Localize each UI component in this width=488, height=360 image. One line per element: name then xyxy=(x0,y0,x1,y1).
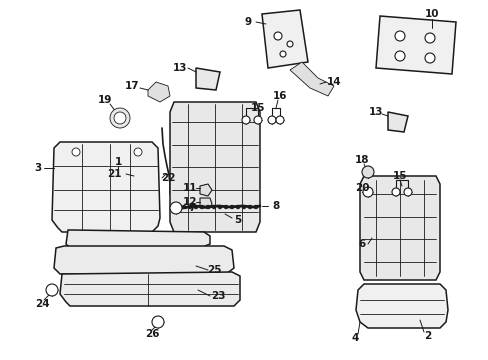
Text: 2: 2 xyxy=(424,331,431,341)
Circle shape xyxy=(170,202,182,214)
Polygon shape xyxy=(200,184,212,196)
Polygon shape xyxy=(60,272,240,306)
Text: 20: 20 xyxy=(354,183,368,193)
Circle shape xyxy=(114,112,126,124)
Circle shape xyxy=(187,205,192,209)
Circle shape xyxy=(361,166,373,178)
Polygon shape xyxy=(66,230,209,248)
Text: 19: 19 xyxy=(98,95,112,105)
Circle shape xyxy=(362,187,372,197)
Text: 12: 12 xyxy=(183,197,197,207)
Circle shape xyxy=(182,205,185,209)
Polygon shape xyxy=(148,82,170,102)
Circle shape xyxy=(280,51,285,57)
Polygon shape xyxy=(196,68,220,90)
Circle shape xyxy=(424,53,434,63)
Polygon shape xyxy=(200,198,212,208)
Text: 24: 24 xyxy=(35,299,49,309)
Circle shape xyxy=(253,116,262,124)
Text: 3: 3 xyxy=(34,163,41,173)
Circle shape xyxy=(403,188,411,196)
Circle shape xyxy=(229,205,234,209)
Text: 7: 7 xyxy=(188,203,195,213)
Polygon shape xyxy=(289,62,333,96)
Text: 9: 9 xyxy=(244,17,251,27)
Circle shape xyxy=(394,31,404,41)
Text: 26: 26 xyxy=(144,329,159,339)
Circle shape xyxy=(247,205,251,209)
Circle shape xyxy=(72,148,80,156)
Text: 18: 18 xyxy=(354,155,368,165)
Text: 1: 1 xyxy=(114,157,122,167)
Circle shape xyxy=(236,205,240,209)
Circle shape xyxy=(273,32,282,40)
Polygon shape xyxy=(355,284,447,328)
Circle shape xyxy=(46,284,58,296)
Text: 23: 23 xyxy=(210,291,225,301)
Circle shape xyxy=(242,116,249,124)
Polygon shape xyxy=(52,142,160,232)
Circle shape xyxy=(205,205,209,209)
Circle shape xyxy=(253,205,258,209)
Polygon shape xyxy=(170,102,260,232)
Text: 25: 25 xyxy=(206,265,221,275)
Circle shape xyxy=(286,41,292,47)
Circle shape xyxy=(391,188,399,196)
Text: 16: 16 xyxy=(272,91,286,101)
Circle shape xyxy=(242,205,245,209)
Circle shape xyxy=(218,205,222,209)
Text: 22: 22 xyxy=(161,173,175,183)
Circle shape xyxy=(152,316,163,328)
Text: 5: 5 xyxy=(234,215,241,225)
Text: 8: 8 xyxy=(272,201,279,211)
Text: 21: 21 xyxy=(106,169,121,179)
Circle shape xyxy=(134,148,142,156)
Text: 13: 13 xyxy=(368,107,383,117)
Circle shape xyxy=(212,205,216,209)
Text: 11: 11 xyxy=(183,183,197,193)
Circle shape xyxy=(224,205,227,209)
Text: 6: 6 xyxy=(358,239,365,249)
Circle shape xyxy=(194,205,198,209)
Text: 10: 10 xyxy=(424,9,438,19)
Text: 4: 4 xyxy=(350,333,358,343)
Circle shape xyxy=(200,205,203,209)
Text: 13: 13 xyxy=(172,63,187,73)
Circle shape xyxy=(110,108,130,128)
Text: 15: 15 xyxy=(250,103,264,113)
Circle shape xyxy=(267,116,275,124)
Circle shape xyxy=(424,33,434,43)
Circle shape xyxy=(394,51,404,61)
Circle shape xyxy=(275,116,284,124)
Text: 17: 17 xyxy=(124,81,139,91)
Text: 14: 14 xyxy=(326,77,341,87)
Polygon shape xyxy=(359,176,439,280)
Polygon shape xyxy=(387,112,407,132)
Polygon shape xyxy=(375,16,455,74)
Polygon shape xyxy=(54,246,234,274)
Polygon shape xyxy=(262,10,307,68)
Text: 15: 15 xyxy=(392,171,407,181)
